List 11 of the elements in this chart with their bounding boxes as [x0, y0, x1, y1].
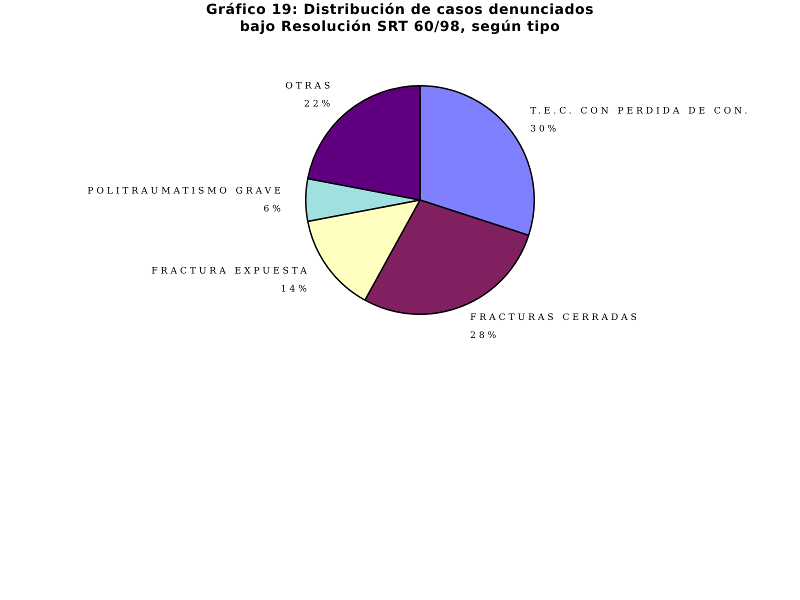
chart-title: Gráfico 19: Distribución de casos denunciados bajo Resolución SRT 60/98, según tipo: [205, 2, 595, 36]
slice-label: FRACTURA EXPUESTA: [151, 266, 310, 276]
slice-label: POLITRAUMATISMO GRAVE: [87, 186, 284, 196]
slice-label: OTRAS: [285, 81, 334, 92]
data-label: 6%: [263, 204, 284, 214]
slice-label: FRACTURAS CERRADAS: [470, 313, 640, 324]
data-label: 22%: [304, 99, 334, 110]
data-label: 14%: [280, 284, 310, 294]
data-label: 30%: [530, 124, 560, 134]
slice-label: T.E.C. CON PERDIDA DE CON.: [530, 106, 750, 116]
data-label: 28%: [470, 331, 500, 342]
